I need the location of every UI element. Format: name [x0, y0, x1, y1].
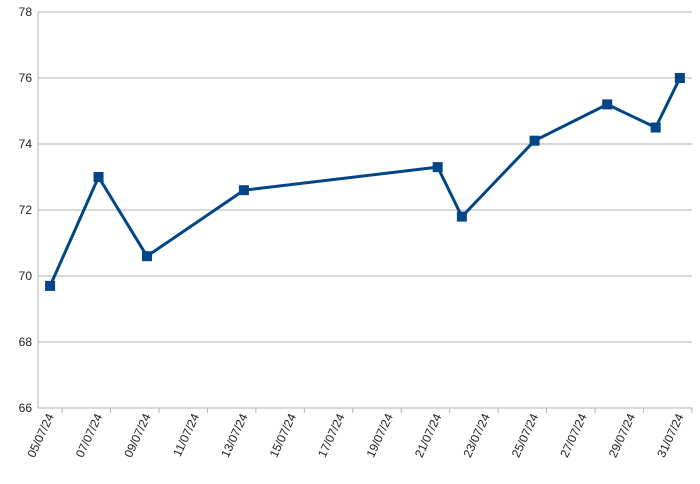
marker [650, 122, 661, 133]
x-tick-label: 11/07/24 [170, 411, 202, 459]
x-tick-label: 31/07/24 [654, 411, 687, 460]
x-tick-label: 13/07/24 [218, 411, 251, 460]
x-tick-label: 19/07/24 [364, 411, 397, 460]
marker [674, 73, 685, 83]
x-tick-label: 21/07/24 [412, 411, 445, 460]
x-tick-label: 05/07/24 [24, 411, 57, 460]
y-tick-label: 74 [19, 137, 33, 151]
marker [93, 172, 104, 182]
x-tick-label: 25/07/24 [509, 411, 542, 460]
marker [456, 211, 467, 222]
x-tick-label: 15/07/24 [267, 411, 300, 460]
x-tick-label: 07/07/24 [73, 411, 106, 460]
marker [238, 185, 249, 196]
y-tick-label: 72 [19, 203, 33, 217]
marker [45, 280, 56, 291]
x-tick-label: 09/07/24 [121, 411, 154, 460]
x-tick-label: 29/07/24 [606, 411, 639, 460]
marker [602, 99, 613, 110]
y-tick-label: 76 [19, 71, 33, 85]
marker [432, 162, 443, 173]
y-tick-label: 68 [19, 335, 33, 349]
x-tick-label: 23/07/24 [460, 411, 493, 460]
x-tick-label: 27/07/24 [557, 411, 590, 460]
y-tick-label: 78 [19, 5, 33, 19]
line [48, 77, 682, 287]
x-tick-label: 17/07/24 [315, 411, 348, 460]
marker [529, 135, 540, 146]
y-tick-label: 70 [19, 269, 33, 283]
marker [142, 251, 152, 262]
y-tick-label: 66 [19, 401, 33, 415]
